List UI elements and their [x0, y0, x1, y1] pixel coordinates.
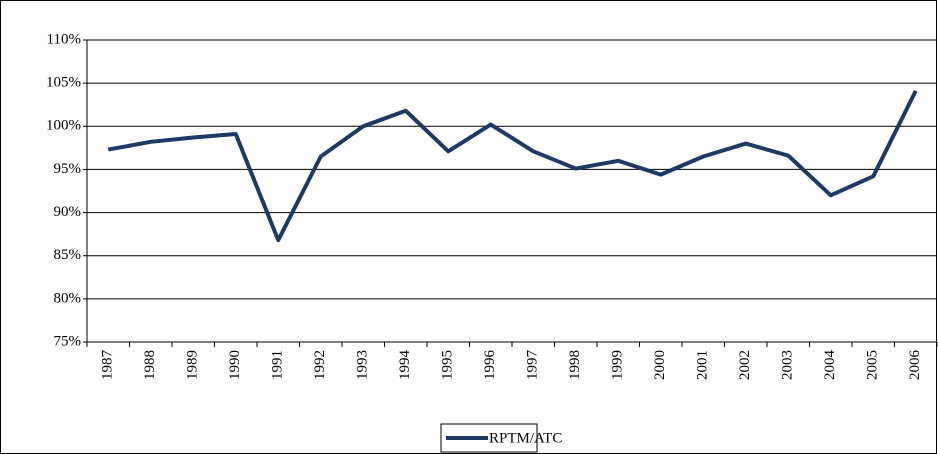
x-tick-label: 2001 [695, 350, 711, 380]
x-tick-label: 1991 [270, 350, 286, 380]
x-tick-label: 1996 [482, 350, 498, 381]
y-tick-label: 100% [46, 118, 81, 134]
y-tick-label: 105% [46, 75, 81, 91]
y-tick-label: 85% [54, 247, 82, 263]
x-tick-label: 1993 [355, 350, 371, 380]
x-tick-label: 1988 [142, 350, 158, 380]
x-tick-label: 1997 [525, 350, 541, 381]
y-tick-label: 95% [54, 161, 82, 177]
x-tick-label: 1992 [312, 350, 328, 380]
x-tick-label: 2002 [737, 350, 753, 380]
x-tick-label: 1987 [100, 350, 116, 381]
x-tick-label: 2000 [652, 350, 668, 380]
y-tick-label: 75% [54, 333, 82, 349]
legend: RPTM/ATC [440, 423, 562, 453]
x-tick-label: 1990 [227, 350, 243, 380]
data-line [107, 90, 918, 243]
y-tick-label: 90% [54, 204, 82, 220]
x-tick-label: 1989 [185, 350, 201, 380]
x-tick-label: 1998 [567, 350, 583, 380]
x-tick-label: 1995 [440, 350, 456, 380]
x-tick-label: 2005 [865, 350, 881, 380]
x-tick-label: 2004 [822, 350, 838, 381]
x-tick-label: 2006 [907, 350, 923, 381]
y-tick-label: 80% [54, 290, 82, 306]
x-tick-label: 1999 [610, 350, 626, 380]
legend-label: RPTM/ATC [489, 430, 562, 446]
x-tick-label: 1994 [397, 350, 413, 381]
y-tick-label: 110% [47, 31, 81, 47]
x-tick-label: 2003 [780, 350, 796, 380]
